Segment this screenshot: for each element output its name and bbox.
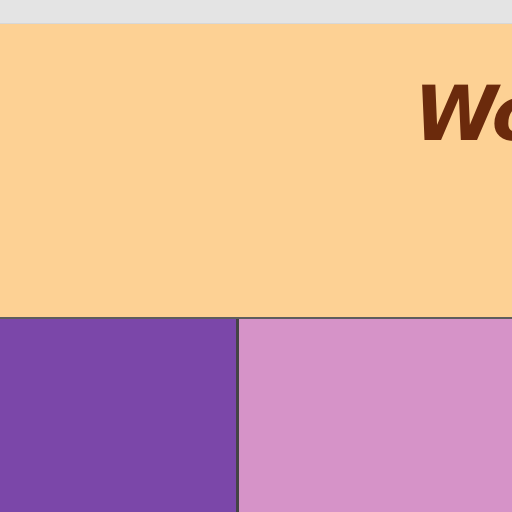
header-banner: Wo (0, 24, 512, 317)
panel-row (0, 317, 512, 512)
pink-panel[interactable] (239, 319, 512, 512)
banner-title: Wo (414, 69, 512, 158)
top-bar (0, 0, 512, 24)
panel-divider (236, 319, 239, 512)
purple-panel[interactable] (0, 319, 236, 512)
